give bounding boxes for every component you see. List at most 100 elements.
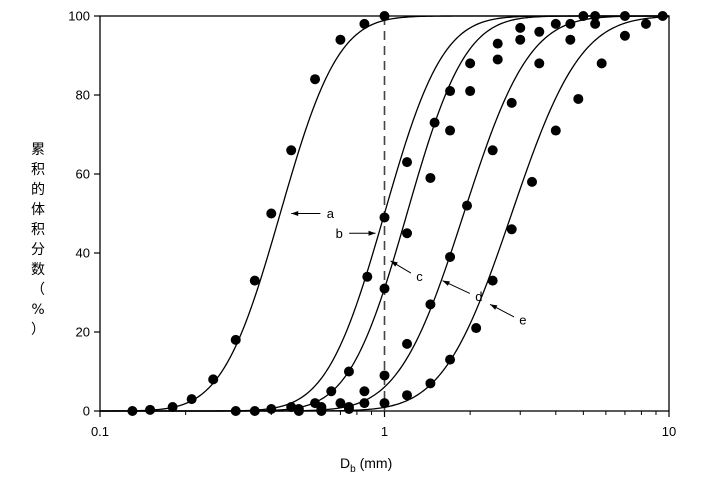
data-point-d [445, 251, 456, 262]
curve-label-d: d [475, 289, 482, 304]
data-point-e [487, 275, 498, 286]
data-point-a [310, 74, 321, 85]
y-tick-label: 80 [76, 88, 90, 103]
data-point-d [590, 18, 601, 29]
data-point-a [127, 406, 138, 416]
data-points [127, 11, 668, 416]
y-axis-title-char: 的 [31, 182, 45, 198]
data-point-a [208, 374, 219, 385]
data-point-d [487, 145, 498, 156]
y-axis-title-char: 积 [31, 222, 45, 238]
data-point-e [402, 390, 413, 401]
x-tick-label: 0.1 [91, 424, 109, 439]
data-point-c [565, 18, 576, 29]
y-axis-title-char: （ [31, 282, 45, 298]
data-point-d [425, 299, 436, 310]
data-point-d [359, 398, 370, 409]
data-point-c [249, 406, 260, 416]
y-axis-title-char: 积 [31, 162, 45, 178]
x-axis-title: Db (mm) [340, 455, 392, 475]
y-tick-label: 0 [83, 404, 90, 419]
data-point-a [266, 208, 277, 219]
data-point-a [335, 34, 346, 45]
data-point-c [379, 283, 390, 294]
y-tick-label: 100 [68, 9, 90, 24]
data-point-e [445, 354, 456, 365]
data-point-e [506, 224, 517, 235]
y-tick-label: 20 [76, 325, 90, 340]
label-arrowhead-b [368, 230, 376, 236]
data-point-e [619, 30, 630, 41]
axes: 0 20 40 60 80 100 0.1 1 10 [68, 9, 676, 440]
data-point-b [326, 386, 337, 397]
x-axis-title-sub: b [350, 463, 356, 475]
data-point-a [286, 145, 297, 156]
data-point-b [492, 38, 503, 49]
data-point-b [230, 406, 241, 416]
x-axis-title-main: D [340, 455, 351, 471]
data-point-c [359, 386, 370, 397]
y-tick-label: 40 [76, 246, 90, 261]
data-point-a [145, 404, 156, 415]
data-point-e [316, 406, 327, 416]
label-arrowhead-c [390, 260, 398, 267]
data-point-a [249, 275, 260, 286]
data-point-e [573, 93, 584, 104]
data-point-b [550, 18, 561, 29]
y-axis-title-char: ） [31, 322, 45, 338]
y-axis-title: 累积的体积分数（%） [26, 140, 50, 340]
data-point-c [335, 398, 346, 409]
x-axis-title-unit: (mm) [355, 455, 393, 471]
data-point-d [462, 200, 473, 211]
data-point-b [362, 271, 373, 282]
data-point-d [534, 58, 545, 69]
curve-label-e: e [519, 313, 526, 328]
data-point-c [465, 86, 476, 97]
data-point-b [429, 117, 440, 128]
data-point-b [266, 404, 277, 415]
data-point-e [596, 58, 607, 69]
y-axis-title-char: 数 [31, 262, 45, 278]
data-point-c [425, 172, 436, 183]
y-axis-title-char: 累 [31, 142, 45, 158]
data-point-d [402, 338, 413, 349]
data-point-c [590, 11, 601, 21]
data-point-c [402, 228, 413, 239]
x-tick-label: 1 [381, 424, 388, 439]
data-point-e [379, 398, 390, 409]
y-tick-label: 60 [76, 167, 90, 182]
data-point-e [527, 176, 538, 187]
data-point-d [506, 97, 517, 108]
x-tick-label: 10 [662, 424, 676, 439]
data-point-b [515, 22, 526, 33]
data-point-e [657, 11, 668, 21]
data-point-e [471, 323, 482, 334]
y-axis-title-char: 体 [31, 202, 45, 218]
data-point-c [534, 26, 545, 37]
data-point-c [492, 54, 503, 65]
data-point-a [359, 18, 370, 29]
data-point-a [379, 11, 390, 21]
data-point-d [379, 370, 390, 381]
data-point-b [402, 157, 413, 168]
curve-label-a: a [327, 206, 335, 221]
y-axis-title-char: % [31, 302, 45, 318]
curve-labels: ab c d e [291, 206, 527, 328]
data-point-a [230, 334, 241, 345]
data-point-e [550, 125, 561, 136]
data-point-d [293, 406, 304, 416]
label-arrowhead-d [442, 280, 450, 286]
data-point-b [578, 11, 589, 21]
data-point-b [343, 366, 354, 377]
data-point-b [286, 402, 297, 413]
data-point-b [445, 86, 456, 97]
data-point-b [379, 212, 390, 223]
data-point-c [445, 125, 456, 136]
data-point-e [640, 18, 651, 29]
data-point-a [167, 402, 178, 413]
data-point-c [515, 34, 526, 45]
data-point-d [565, 34, 576, 45]
data-point-b [465, 58, 476, 69]
data-point-a [186, 394, 197, 405]
